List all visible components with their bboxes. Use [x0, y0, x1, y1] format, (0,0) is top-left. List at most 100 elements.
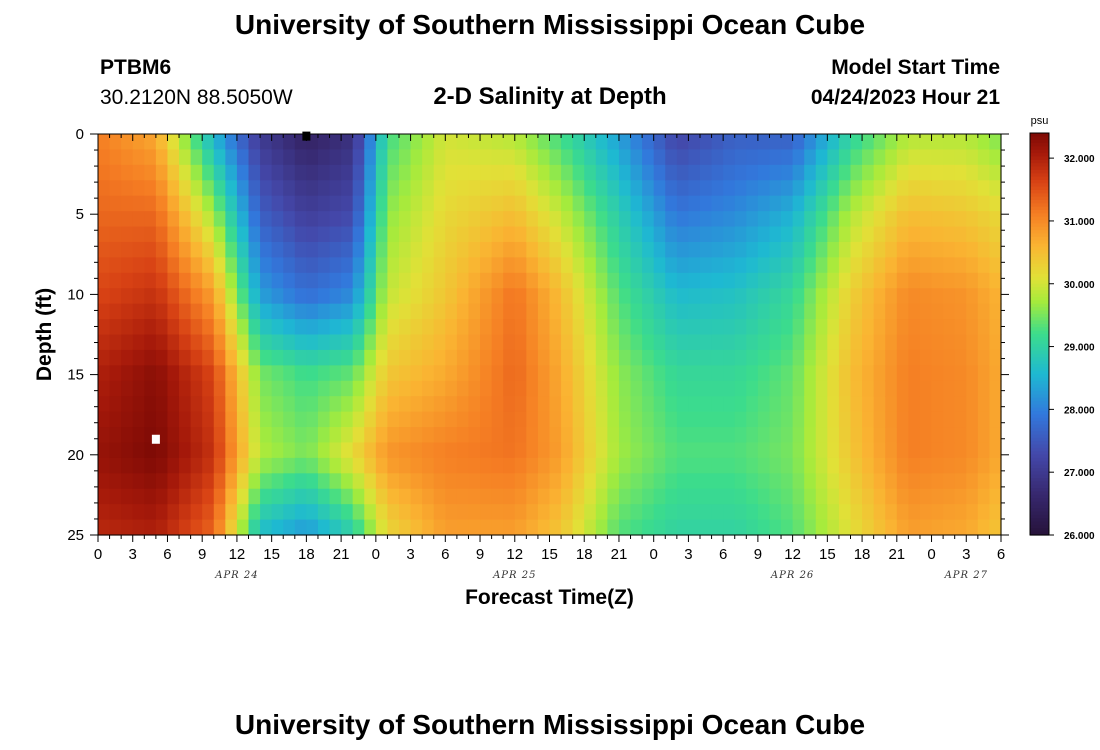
heatmap-cell: [329, 241, 342, 258]
heatmap-cell: [862, 519, 875, 536]
heatmap-cell: [943, 164, 956, 181]
heatmap-cell: [375, 380, 389, 397]
heatmap-cell: [642, 226, 655, 243]
heatmap-cell: [456, 180, 470, 197]
heatmap-cell: [966, 473, 979, 490]
heatmap-cell: [607, 211, 620, 228]
heatmap-cell: [213, 288, 226, 305]
heatmap-cell: [908, 396, 921, 413]
heatmap-cell: [537, 319, 551, 336]
heatmap-cell: [155, 134, 169, 151]
heatmap-cell: [723, 195, 736, 212]
heatmap-cell: [236, 488, 250, 505]
heatmap-cell: [132, 349, 145, 366]
heatmap-cell: [757, 504, 771, 521]
heatmap-cell: [595, 180, 608, 197]
heatmap-cell: [618, 164, 632, 181]
heatmap-cell: [966, 257, 979, 274]
x-tick-label: 15: [819, 546, 836, 563]
heatmap-cell: [271, 288, 284, 305]
heatmap-cell: [919, 226, 933, 243]
heatmap-cell: [202, 257, 215, 274]
heatmap-cell: [642, 257, 655, 274]
heatmap-cell: [98, 411, 111, 428]
heatmap-cell: [468, 488, 481, 505]
heatmap-cell: [236, 457, 250, 474]
heatmap-cell: [399, 427, 412, 444]
colorbar-segment: [1030, 220, 1049, 225]
heatmap-cell: [433, 504, 446, 521]
heatmap-cell: [792, 180, 805, 197]
heatmap-cell: [294, 473, 307, 490]
heatmap-cell: [549, 195, 562, 212]
colorbar-tick-label: 27.000: [1064, 468, 1095, 479]
heatmap-cell: [248, 149, 261, 166]
colorbar-segment: [1030, 340, 1049, 345]
heatmap-cell: [503, 195, 516, 212]
heatmap-cell: [526, 211, 539, 228]
heatmap-cell: [665, 195, 678, 212]
heatmap-cell: [190, 272, 203, 289]
heatmap-cell: [514, 457, 527, 474]
heatmap-cell: [989, 319, 1002, 336]
heatmap-cell: [98, 349, 111, 366]
heatmap-cell: [306, 504, 319, 521]
heatmap-cell: [584, 134, 597, 151]
heatmap-cell: [317, 134, 331, 151]
heatmap-cell: [202, 195, 215, 212]
heatmap-cell: [896, 519, 909, 536]
heatmap-cell: [977, 349, 991, 366]
heatmap-cell: [456, 226, 470, 243]
heatmap-cell: [167, 180, 180, 197]
heatmap-cell: [410, 473, 423, 490]
colorbar-segment: [1030, 508, 1049, 513]
heatmap-cell: [862, 226, 875, 243]
colorbar-segment: [1030, 498, 1049, 503]
heatmap-cell: [943, 488, 956, 505]
heatmap-cell: [595, 257, 608, 274]
heatmap-cell: [908, 349, 921, 366]
heatmap-cell: [271, 303, 284, 320]
heatmap-cell: [723, 134, 736, 151]
heatmap-cell: [862, 427, 875, 444]
heatmap-cell: [167, 427, 180, 444]
heatmap-cell: [838, 303, 852, 320]
heatmap-cell: [329, 272, 342, 289]
heatmap-cell: [225, 349, 238, 366]
heatmap-cell: [919, 411, 933, 428]
heatmap-cell: [410, 272, 423, 289]
heatmap-cell: [341, 411, 354, 428]
heatmap-cell: [109, 519, 122, 536]
heatmap-cell: [375, 164, 389, 181]
heatmap-cell: [618, 380, 632, 397]
heatmap-cell: [445, 149, 458, 166]
heatmap-cell: [480, 334, 493, 351]
heatmap-cell: [989, 380, 1002, 397]
heatmap-cell: [700, 457, 713, 474]
heatmap-cell: [190, 457, 203, 474]
heatmap-cell: [977, 149, 991, 166]
heatmap-cell: [850, 180, 863, 197]
heatmap-cell: [433, 473, 446, 490]
heatmap-cell: [827, 303, 840, 320]
heatmap-cell: [503, 180, 516, 197]
heatmap-cell: [121, 134, 134, 151]
heatmap-cell: [931, 288, 944, 305]
heatmap-cell: [468, 319, 481, 336]
heatmap-cell: [491, 349, 504, 366]
heatmap-cell: [98, 319, 111, 336]
heatmap-cell: [850, 411, 863, 428]
x-date-label: APR 27: [944, 570, 988, 581]
heatmap-cell: [364, 288, 377, 305]
heatmap-cell: [98, 180, 111, 197]
heatmap-cell: [966, 365, 979, 382]
heatmap-cell: [109, 257, 122, 274]
heatmap-cell: [908, 457, 921, 474]
heatmap-cell: [642, 427, 655, 444]
heatmap-cell: [98, 211, 111, 228]
heatmap-cell: [607, 319, 620, 336]
heatmap-cell: [271, 226, 284, 243]
heatmap-cell: [306, 396, 319, 413]
heatmap-cell: [202, 288, 215, 305]
heatmap-cell: [838, 411, 852, 428]
